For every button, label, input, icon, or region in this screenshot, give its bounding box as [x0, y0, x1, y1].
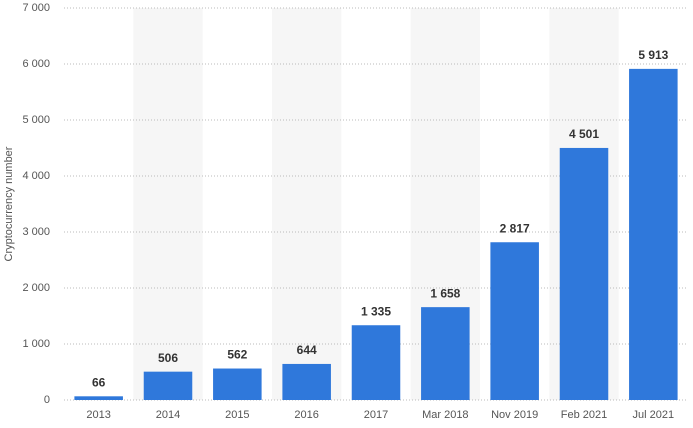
y-tick-label: 6 000	[22, 58, 50, 70]
value-label: 506	[158, 351, 178, 365]
x-tick-label: Jul 2021	[633, 409, 675, 421]
value-label: 1 658	[430, 286, 460, 300]
x-tick-label: Mar 2018	[422, 409, 468, 421]
bar	[490, 242, 539, 400]
bar	[213, 368, 262, 400]
x-tick-label: 2013	[86, 409, 110, 421]
x-tick-label: 2014	[156, 409, 180, 421]
value-label: 2 817	[500, 221, 530, 235]
value-label: 562	[227, 348, 247, 362]
bar	[629, 68, 678, 400]
x-tick-label: 2016	[294, 409, 318, 421]
y-tick-label: 1 000	[22, 338, 50, 350]
bar	[282, 363, 331, 400]
bar	[559, 147, 609, 400]
bar	[351, 325, 401, 400]
value-label: 4 501	[569, 127, 599, 141]
y-tick-label: 0	[44, 394, 50, 406]
x-tick-label: Nov 2019	[491, 409, 538, 421]
y-tick-label: 3 000	[22, 226, 50, 238]
bar	[421, 307, 470, 400]
value-label: 66	[92, 375, 106, 389]
bar	[74, 396, 123, 400]
band-shade	[272, 8, 342, 400]
value-label: 5 913	[638, 48, 668, 62]
x-tick-label: 2015	[225, 409, 249, 421]
y-tick-label: 4 000	[22, 170, 50, 182]
band-shade	[133, 8, 203, 400]
y-tick-label: 5 000	[22, 114, 50, 126]
x-tick-label: 2017	[364, 409, 388, 421]
bar	[143, 371, 193, 400]
x-tick-label: Feb 2021	[561, 409, 607, 421]
value-label: 644	[297, 343, 317, 357]
y-axis-label: Cryptocurrency number	[3, 146, 15, 261]
y-tick-label: 7 000	[22, 2, 50, 14]
y-tick-label: 2 000	[22, 282, 50, 294]
value-label: 1 335	[361, 304, 391, 318]
